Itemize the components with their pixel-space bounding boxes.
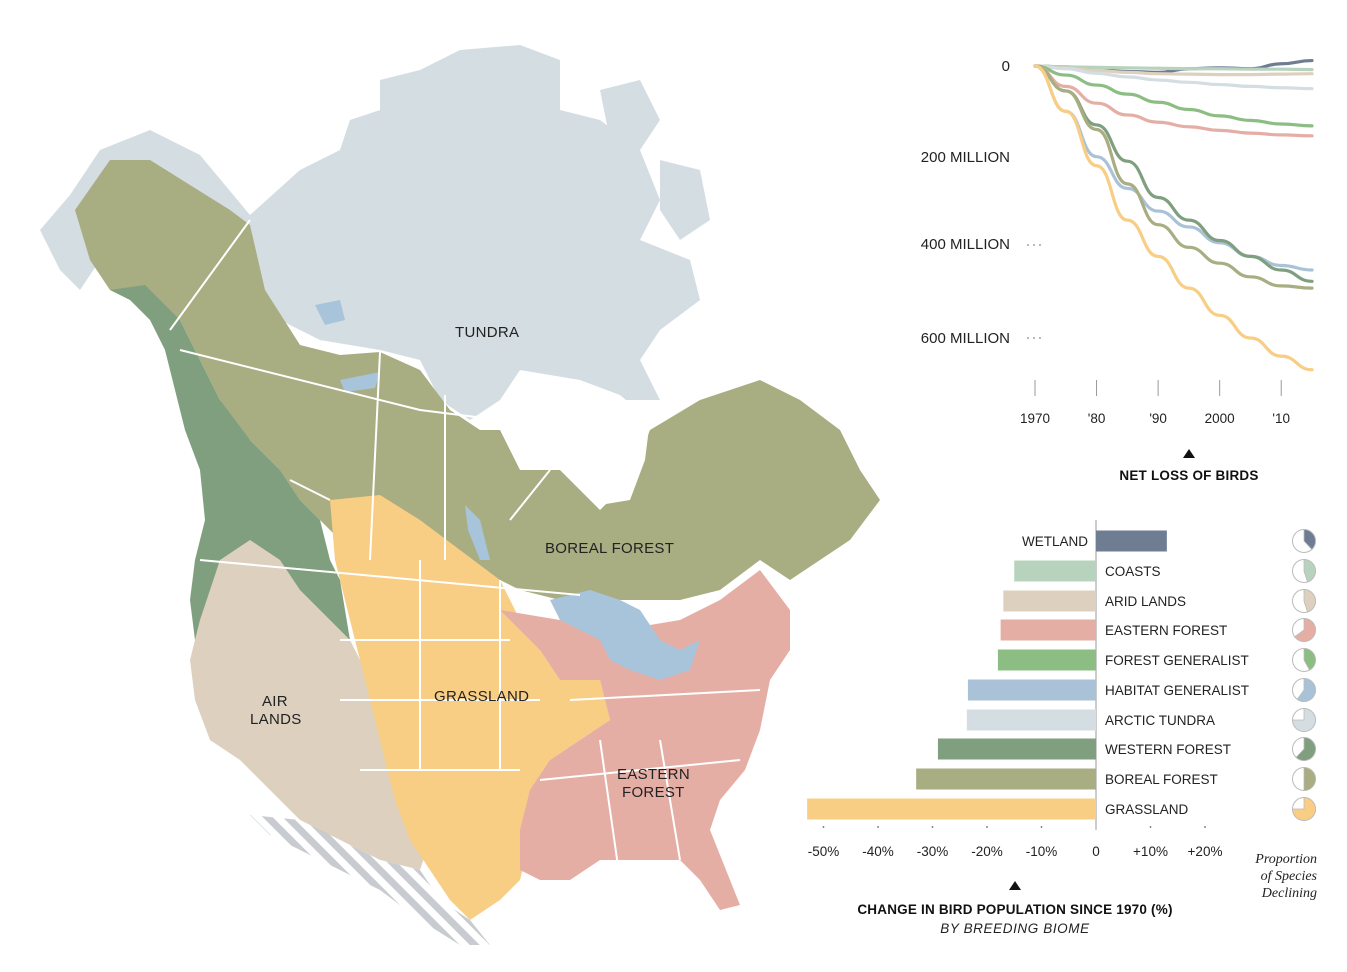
bar-label: BOREAL FOREST: [1105, 772, 1218, 787]
lake-winnipeg: [465, 505, 490, 560]
bar-group: WETLAND COASTS ARID LANDS EASTERN FOREST FOR…: [807, 530, 1249, 820]
bar-label: FOREST GENERALIST: [1105, 653, 1249, 668]
bar-wetland: [1096, 530, 1167, 552]
y-label-400m: 400 MILLION: [921, 236, 1010, 253]
line-forest-generalist: [1033, 64, 1314, 128]
north-america-map: TUNDRA BOREAL FOREST GRASSLAND AIR LANDS…: [40, 45, 880, 945]
line-x-tick-label: '90: [1149, 411, 1167, 426]
bar-x-tick-label: -40%: [862, 844, 894, 859]
pie-slice-declining: [1303, 767, 1316, 791]
bar-x-tick-label: 0: [1092, 844, 1100, 859]
grassland-region: [330, 495, 610, 920]
mexico-hatched: [250, 815, 490, 945]
eastern-forest-label-1: EASTERN: [617, 766, 690, 783]
great-lakes: [550, 590, 700, 680]
bar-forest-generalist: [997, 649, 1096, 671]
pie-slice-declining: [1303, 589, 1316, 613]
bar-coasts: [1014, 560, 1096, 582]
y-label-600m: 600 MILLION: [921, 330, 1010, 347]
triangle-up-icon: [1009, 881, 1021, 890]
line-eastern-forest: [1033, 64, 1314, 138]
bar-arid-lands: [1003, 590, 1096, 612]
bar-x-tick-mark: [1040, 826, 1043, 828]
tundra-label: TUNDRA: [455, 324, 519, 341]
net-loss-caption: NET LOSS OF BIRDS: [1119, 468, 1258, 483]
pie-caption-3: Declining: [1261, 886, 1317, 901]
bar-label: WESTERN FOREST: [1105, 742, 1231, 757]
pie-slice-declining: [1303, 529, 1316, 550]
bar-x-tick-label: +20%: [1188, 844, 1223, 859]
bar-arctic-tundra: [966, 709, 1096, 731]
pie-caption-1: Proportion: [1254, 852, 1317, 867]
bar-label: COASTS: [1105, 564, 1161, 579]
pie-slice-declining: [1292, 708, 1316, 732]
bar-x-tick-label: -20%: [971, 844, 1003, 859]
borders: [169, 219, 761, 881]
net-loss-line-chart: 0 200 MILLION 400 MILLION 600 MILLION 19…: [921, 58, 1314, 483]
bar-label: GRASSLAND: [1105, 802, 1189, 817]
triangle-up-icon: [1183, 449, 1195, 458]
bar-label: ARCTIC TUNDRA: [1105, 713, 1215, 728]
bar-x-tick-label: +10%: [1133, 844, 1168, 859]
line-x-tick-label: '80: [1088, 411, 1106, 426]
bar-x-tick-label: -10%: [1026, 844, 1058, 859]
boreal-forest-label: BOREAL FOREST: [545, 540, 674, 557]
eastern-forest-region: [500, 570, 790, 910]
great-slave-lake: [340, 372, 380, 392]
bar-x-tick-mark: [822, 826, 825, 828]
bar-label: EASTERN FOREST: [1105, 623, 1227, 638]
y-tick-dots: [1027, 244, 1041, 339]
bar-caption: CHANGE IN BIRD POPULATION SINCE 1970 (%): [857, 902, 1172, 917]
bar-boreal-forest: [916, 768, 1096, 790]
pie-slice-declining: [1303, 559, 1316, 583]
pie-slice-declining: [1295, 737, 1316, 761]
bar-western-forest: [937, 738, 1096, 760]
line-coasts: [1033, 64, 1314, 72]
bar-habitat-generalist: [967, 679, 1096, 701]
air-lands-label-2: LANDS: [250, 711, 302, 728]
grassland-label: GRASSLAND: [434, 688, 529, 705]
line-x-tick-label: 1970: [1020, 411, 1050, 426]
bar-x-tick-mark: [986, 826, 988, 828]
y-label-0: 0: [1002, 58, 1010, 75]
line-x-ticks: 1970 '80 '90 2000 '10: [1020, 380, 1290, 426]
bar-x-tick-mark: [1204, 826, 1206, 828]
line-series-group: [1033, 58, 1314, 372]
line-boreal-forest: [1033, 64, 1314, 290]
arctic-islands: [480, 80, 710, 250]
bar-label: ARID LANDS: [1105, 594, 1186, 609]
tundra-region: [40, 45, 700, 420]
great-bear-lake: [315, 300, 345, 325]
bar-x-tick-mark: [877, 826, 879, 828]
pie-slice-declining: [1294, 618, 1316, 642]
pie-slice-declining: [1303, 648, 1316, 671]
line-grassland: [1033, 64, 1314, 372]
arid-lands-region: [190, 540, 430, 870]
pie-group: [1292, 529, 1316, 821]
line-arctic-tundra: [1033, 64, 1314, 91]
population-change-bar-chart: WETLAND COASTS ARID LANDS EASTERN FOREST FOR…: [807, 520, 1318, 936]
pie-slice-declining: [1292, 797, 1316, 821]
bar-subcaption: BY BREEDING BIOME: [940, 921, 1090, 936]
pie-slice-declining: [1296, 678, 1316, 702]
hudson-bay: [500, 380, 650, 505]
eastern-forest-label-2: FOREST: [622, 784, 685, 801]
air-lands-label-1: AIR: [262, 693, 288, 710]
boreal-forest-region: [75, 160, 880, 600]
bar-label: WETLAND: [1022, 534, 1088, 549]
pie-caption-2: of Species: [1261, 869, 1318, 884]
y-label-200m: 200 MILLION: [921, 149, 1010, 166]
bar-x-ticks: -50% -40% -30% -20% -10% 0 +10% +20%: [808, 826, 1223, 859]
bar-label: HABITAT GENERALIST: [1105, 683, 1249, 698]
line-x-tick-label: '10: [1272, 411, 1290, 426]
bar-grassland: [807, 798, 1096, 820]
bar-x-tick-label: -30%: [917, 844, 949, 859]
bar-x-tick-mark: [1149, 826, 1152, 828]
bar-eastern-forest: [1000, 619, 1096, 641]
bar-x-tick-mark: [931, 826, 934, 828]
line-x-tick-label: 2000: [1205, 411, 1235, 426]
bar-x-tick-label: -50%: [808, 844, 840, 859]
